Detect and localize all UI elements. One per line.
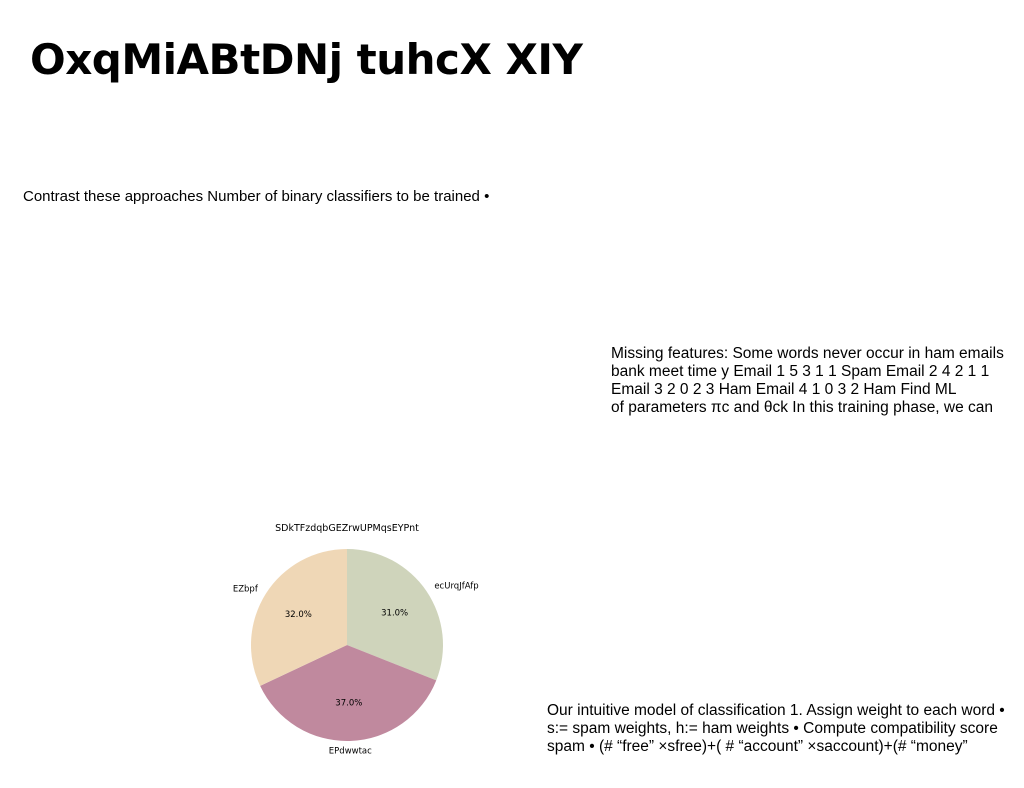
pie-slice-percent-label: 37.0%: [335, 699, 362, 709]
pie-labels: 31.0% ecUrqJfAfp 37.0% EPdwwtac 32.0% EZbpf: [233, 582, 479, 757]
slide-title: OxqMiABtDNj tuhcX XIY: [30, 35, 583, 84]
intuitive-model-line: spam • (# “free” ×sfree)+( # “account” ×…: [547, 738, 968, 755]
pie-chart-figure: SDkTFzdqbGEZrwUPMqsEYPnt 31.0% ecUrqJfAfp…: [200, 510, 520, 772]
pie-slice-category-label: EPdwwtac: [329, 747, 372, 757]
missing-features-line: Missing features: Some words never occur…: [611, 345, 1004, 362]
pie-slice-category-label: EZbpf: [233, 584, 259, 594]
missing-features-line: bank meet time y Email 1 5 3 1 1 Spam Em…: [611, 363, 990, 380]
missing-features-line: Email 3 2 0 2 3 Ham Email 4 1 0 3 2 Ham …: [611, 381, 957, 398]
intuitive-model-text: Our intuitive model of classification 1.…: [547, 702, 1005, 756]
missing-features-line: of parameters πc and θck In this trainin…: [611, 399, 994, 416]
chart-title: SDkTFzdqbGEZrwUPMqsEYPnt: [275, 523, 419, 534]
pie-slice-percent-label: 32.0%: [285, 610, 312, 620]
intuitive-model-line: s:= spam weights, h:= ham weights • Comp…: [547, 720, 998, 737]
pie-slice-category-label: ecUrqJfAfp: [434, 582, 478, 592]
missing-features-text: Missing features: Some words never occur…: [611, 345, 1004, 417]
pie-slice: [251, 549, 347, 686]
pie-slice: [260, 645, 437, 741]
pie-slice-percent-label: 31.0%: [381, 609, 408, 619]
contrast-text: Contrast these approaches Number of bina…: [23, 188, 490, 205]
pie-slices: [251, 549, 443, 741]
pie-slice: [347, 549, 443, 681]
intuitive-model-line: Our intuitive model of classification 1.…: [547, 702, 1005, 719]
pie-chart: SDkTFzdqbGEZrwUPMqsEYPnt 31.0% ecUrqJfAfp…: [233, 523, 479, 757]
